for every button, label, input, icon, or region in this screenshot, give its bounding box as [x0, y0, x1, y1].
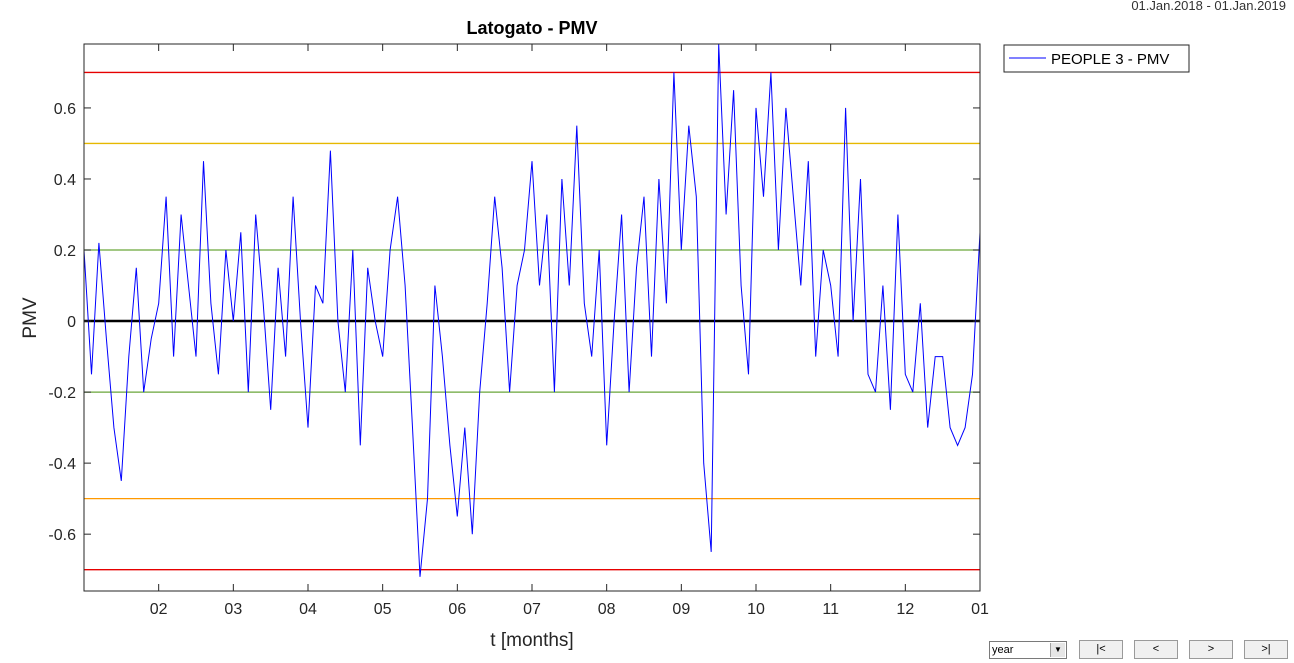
chevron-down-icon[interactable]: ▼: [1050, 643, 1065, 657]
first-period-button[interactable]: |<: [1079, 640, 1123, 659]
x-tick-label: 11: [822, 601, 839, 618]
y-tick-label: 0.6: [54, 101, 76, 118]
last-period-button[interactable]: >|: [1244, 640, 1288, 659]
y-tick-label: -0.6: [48, 527, 76, 544]
y-tick-label: -0.4: [48, 456, 76, 473]
next-period-button[interactable]: >: [1189, 640, 1233, 659]
period-select-value: year: [992, 644, 1014, 656]
y-tick-label: 0.2: [54, 243, 76, 260]
previous-period-button[interactable]: <: [1134, 640, 1178, 659]
x-tick-label: 10: [747, 601, 765, 618]
series-line: [83, 43, 981, 577]
x-axis: 02 03 04 05 06 07 08 09 10 11 12 01: [150, 44, 989, 618]
y-tick-label: 0: [67, 314, 76, 331]
legend: PEOPLE 3 - PMV: [1003, 44, 1190, 73]
x-tick-label: 04: [299, 601, 317, 618]
y-tick-label: -0.2: [48, 385, 76, 402]
series-layer: [83, 43, 981, 577]
plot-area: [84, 44, 980, 591]
x-tick-label: 08: [598, 601, 616, 618]
chart-title: Latogato - PMV: [467, 18, 598, 38]
x-tick-label: 12: [896, 601, 914, 618]
x-tick-label: 01: [971, 601, 989, 618]
x-tick-label: 07: [523, 601, 541, 618]
x-tick-label: 03: [224, 601, 242, 618]
y-axis: -0.6 -0.4 -0.2 0 0.2 0.4 0.6: [48, 101, 980, 544]
legend-label: PEOPLE 3 - PMV: [1051, 51, 1169, 68]
y-axis-label: PMV: [20, 297, 41, 339]
period-select[interactable]: year ▼: [989, 641, 1067, 659]
y-tick-label: 0.4: [54, 172, 76, 189]
x-axis-label: t [months]: [490, 630, 573, 651]
x-tick-label: 09: [672, 601, 690, 618]
x-tick-label: 02: [150, 601, 168, 618]
x-tick-label: 05: [374, 601, 392, 618]
date-range: 01.Jan.2018 - 01.Jan.2019: [1131, 0, 1286, 13]
x-tick-label: 06: [448, 601, 466, 618]
